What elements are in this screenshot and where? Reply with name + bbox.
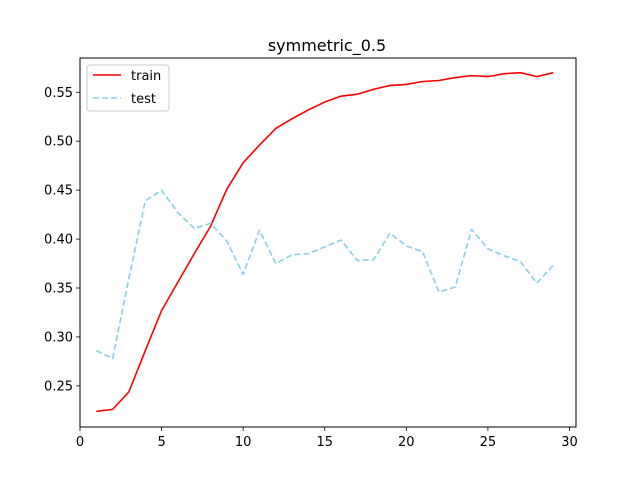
chart-title: symmetric_0.5 (268, 36, 386, 56)
x-tick-label: 15 (316, 435, 333, 450)
x-tick-label: 10 (235, 435, 252, 450)
y-tick-label: 0.40 (44, 233, 73, 248)
series-layer (95, 71, 554, 413)
x-tick-label: 0 (76, 435, 84, 450)
y-tick-label: 0.35 (44, 282, 73, 297)
x-tick-label: 25 (480, 435, 497, 450)
legend-label-test: test (131, 92, 156, 107)
x-tick-label: 20 (398, 435, 415, 450)
legend: train test (86, 64, 170, 112)
series-line-train (96, 71, 554, 413)
y-tick-label: 0.45 (44, 184, 73, 199)
legend-label-train: train (131, 69, 161, 84)
x-axis: 0 5 10 15 20 25 30 (76, 427, 578, 450)
y-tick-label: 0.50 (44, 135, 73, 150)
y-axis: 0.25 0.30 0.35 0.40 0.45 0.50 0.55 (44, 86, 80, 394)
plot-frame (79, 57, 577, 428)
y-tick-label: 0.25 (44, 379, 73, 394)
y-tick-label: 0.30 (44, 330, 73, 345)
x-tick-label: 5 (157, 435, 165, 450)
legend-box (86, 64, 170, 112)
y-tick-label: 0.55 (44, 86, 73, 101)
x-tick-label: 30 (561, 435, 578, 450)
series-line-test (95, 189, 554, 360)
